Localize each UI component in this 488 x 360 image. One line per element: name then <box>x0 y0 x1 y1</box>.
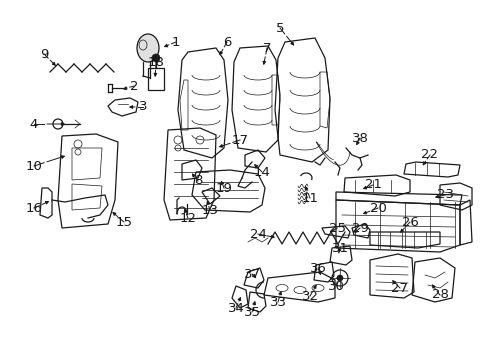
Text: 7: 7 <box>262 41 271 54</box>
Text: 8: 8 <box>193 175 202 188</box>
Text: 25: 25 <box>328 221 345 234</box>
Text: 13: 13 <box>201 203 218 216</box>
Text: 12: 12 <box>179 211 196 225</box>
Text: 27: 27 <box>391 282 407 294</box>
Text: 36: 36 <box>309 261 326 274</box>
Text: 14: 14 <box>253 166 270 179</box>
Text: 6: 6 <box>223 36 231 49</box>
Text: 2: 2 <box>129 80 138 93</box>
Text: 23: 23 <box>436 189 452 202</box>
Circle shape <box>152 54 160 62</box>
Text: 35: 35 <box>243 306 260 319</box>
Text: 28: 28 <box>431 288 447 302</box>
Text: 22: 22 <box>421 148 438 162</box>
Text: 34: 34 <box>227 302 244 315</box>
Bar <box>148 68 163 90</box>
Text: 10: 10 <box>25 159 42 172</box>
Text: 3: 3 <box>139 100 147 113</box>
Text: 18: 18 <box>147 55 164 68</box>
Text: 33: 33 <box>269 296 286 309</box>
Text: 24: 24 <box>249 228 266 240</box>
Circle shape <box>336 275 342 281</box>
Text: 21: 21 <box>364 179 381 192</box>
Text: 30: 30 <box>327 279 344 292</box>
Text: 9: 9 <box>40 48 48 60</box>
Text: 32: 32 <box>301 289 318 302</box>
Text: 31: 31 <box>331 242 348 255</box>
Text: 1: 1 <box>171 36 180 49</box>
Text: 11: 11 <box>301 192 318 204</box>
Text: 4: 4 <box>30 117 38 130</box>
Text: 19: 19 <box>215 181 232 194</box>
Text: 20: 20 <box>369 202 386 215</box>
Ellipse shape <box>137 34 159 62</box>
Text: 29: 29 <box>351 221 367 234</box>
Text: 15: 15 <box>115 216 132 229</box>
Text: 5: 5 <box>275 22 284 35</box>
Text: 16: 16 <box>25 202 42 215</box>
Ellipse shape <box>139 40 147 50</box>
Text: 37: 37 <box>243 267 260 280</box>
Text: 26: 26 <box>401 216 418 229</box>
Text: 38: 38 <box>351 131 367 144</box>
Text: 17: 17 <box>231 134 248 147</box>
